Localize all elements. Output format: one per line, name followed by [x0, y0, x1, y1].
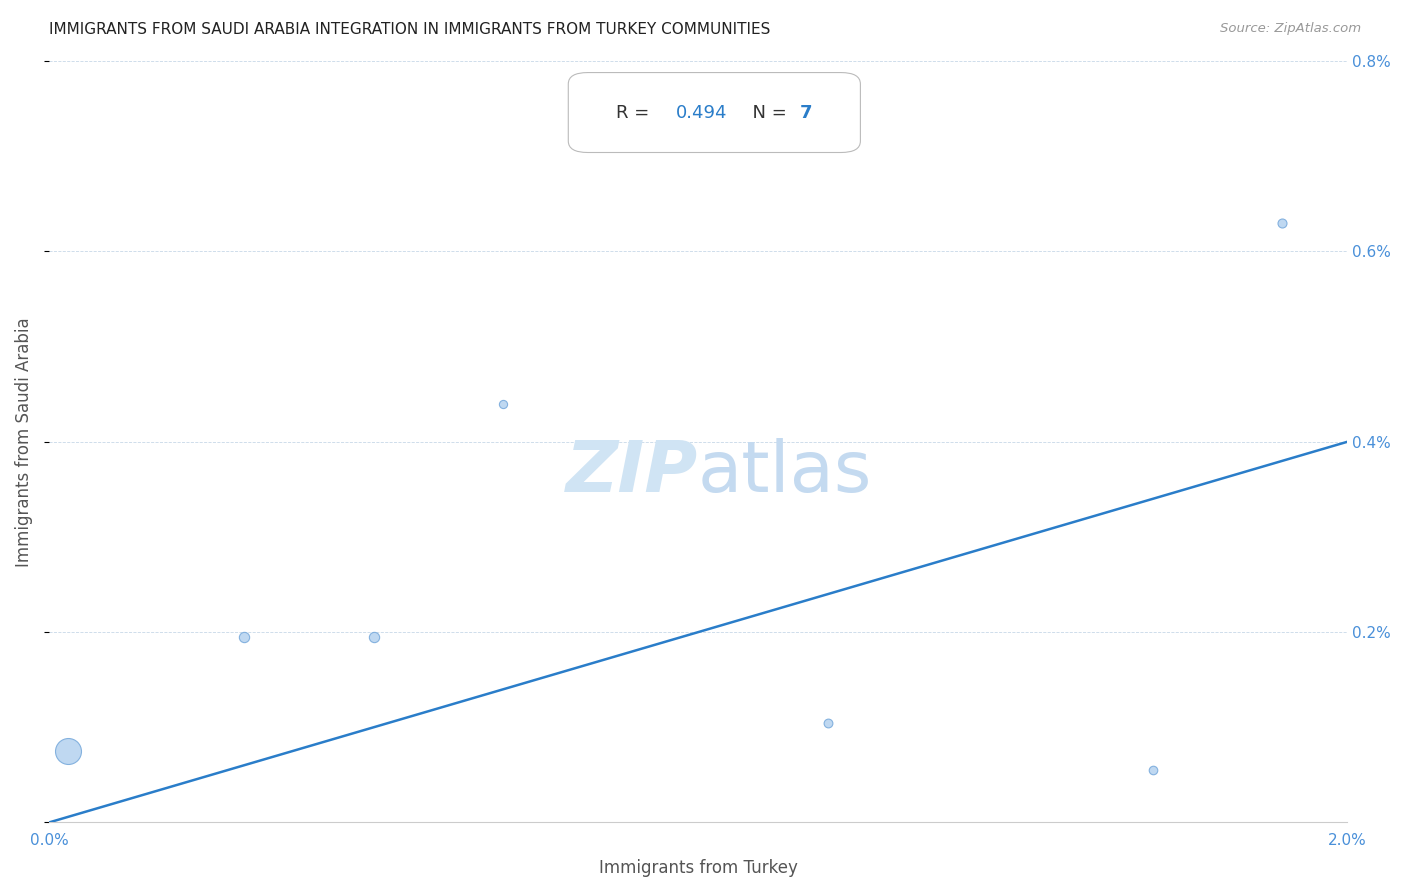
Text: atlas: atlas: [699, 438, 873, 507]
Point: [232, 630, 254, 644]
Point: [58, 744, 80, 758]
Text: 0.494: 0.494: [676, 103, 727, 121]
Point: [817, 715, 839, 730]
FancyBboxPatch shape: [568, 72, 860, 153]
Y-axis label: Immigrants from Saudi Arabia: Immigrants from Saudi Arabia: [15, 317, 32, 566]
Point: [492, 397, 515, 411]
X-axis label: Immigrants from Turkey: Immigrants from Turkey: [599, 859, 797, 877]
Point: [363, 630, 385, 644]
Point: [1142, 763, 1164, 777]
Text: IMMIGRANTS FROM SAUDI ARABIA INTEGRATION IN IMMIGRANTS FROM TURKEY COMMUNITIES: IMMIGRANTS FROM SAUDI ARABIA INTEGRATION…: [49, 22, 770, 37]
Text: R =: R =: [616, 103, 655, 121]
Point: [1271, 216, 1294, 230]
Text: ZIP: ZIP: [565, 438, 699, 507]
Text: Source: ZipAtlas.com: Source: ZipAtlas.com: [1220, 22, 1361, 36]
Text: N =: N =: [741, 103, 793, 121]
Text: 7: 7: [800, 103, 811, 121]
